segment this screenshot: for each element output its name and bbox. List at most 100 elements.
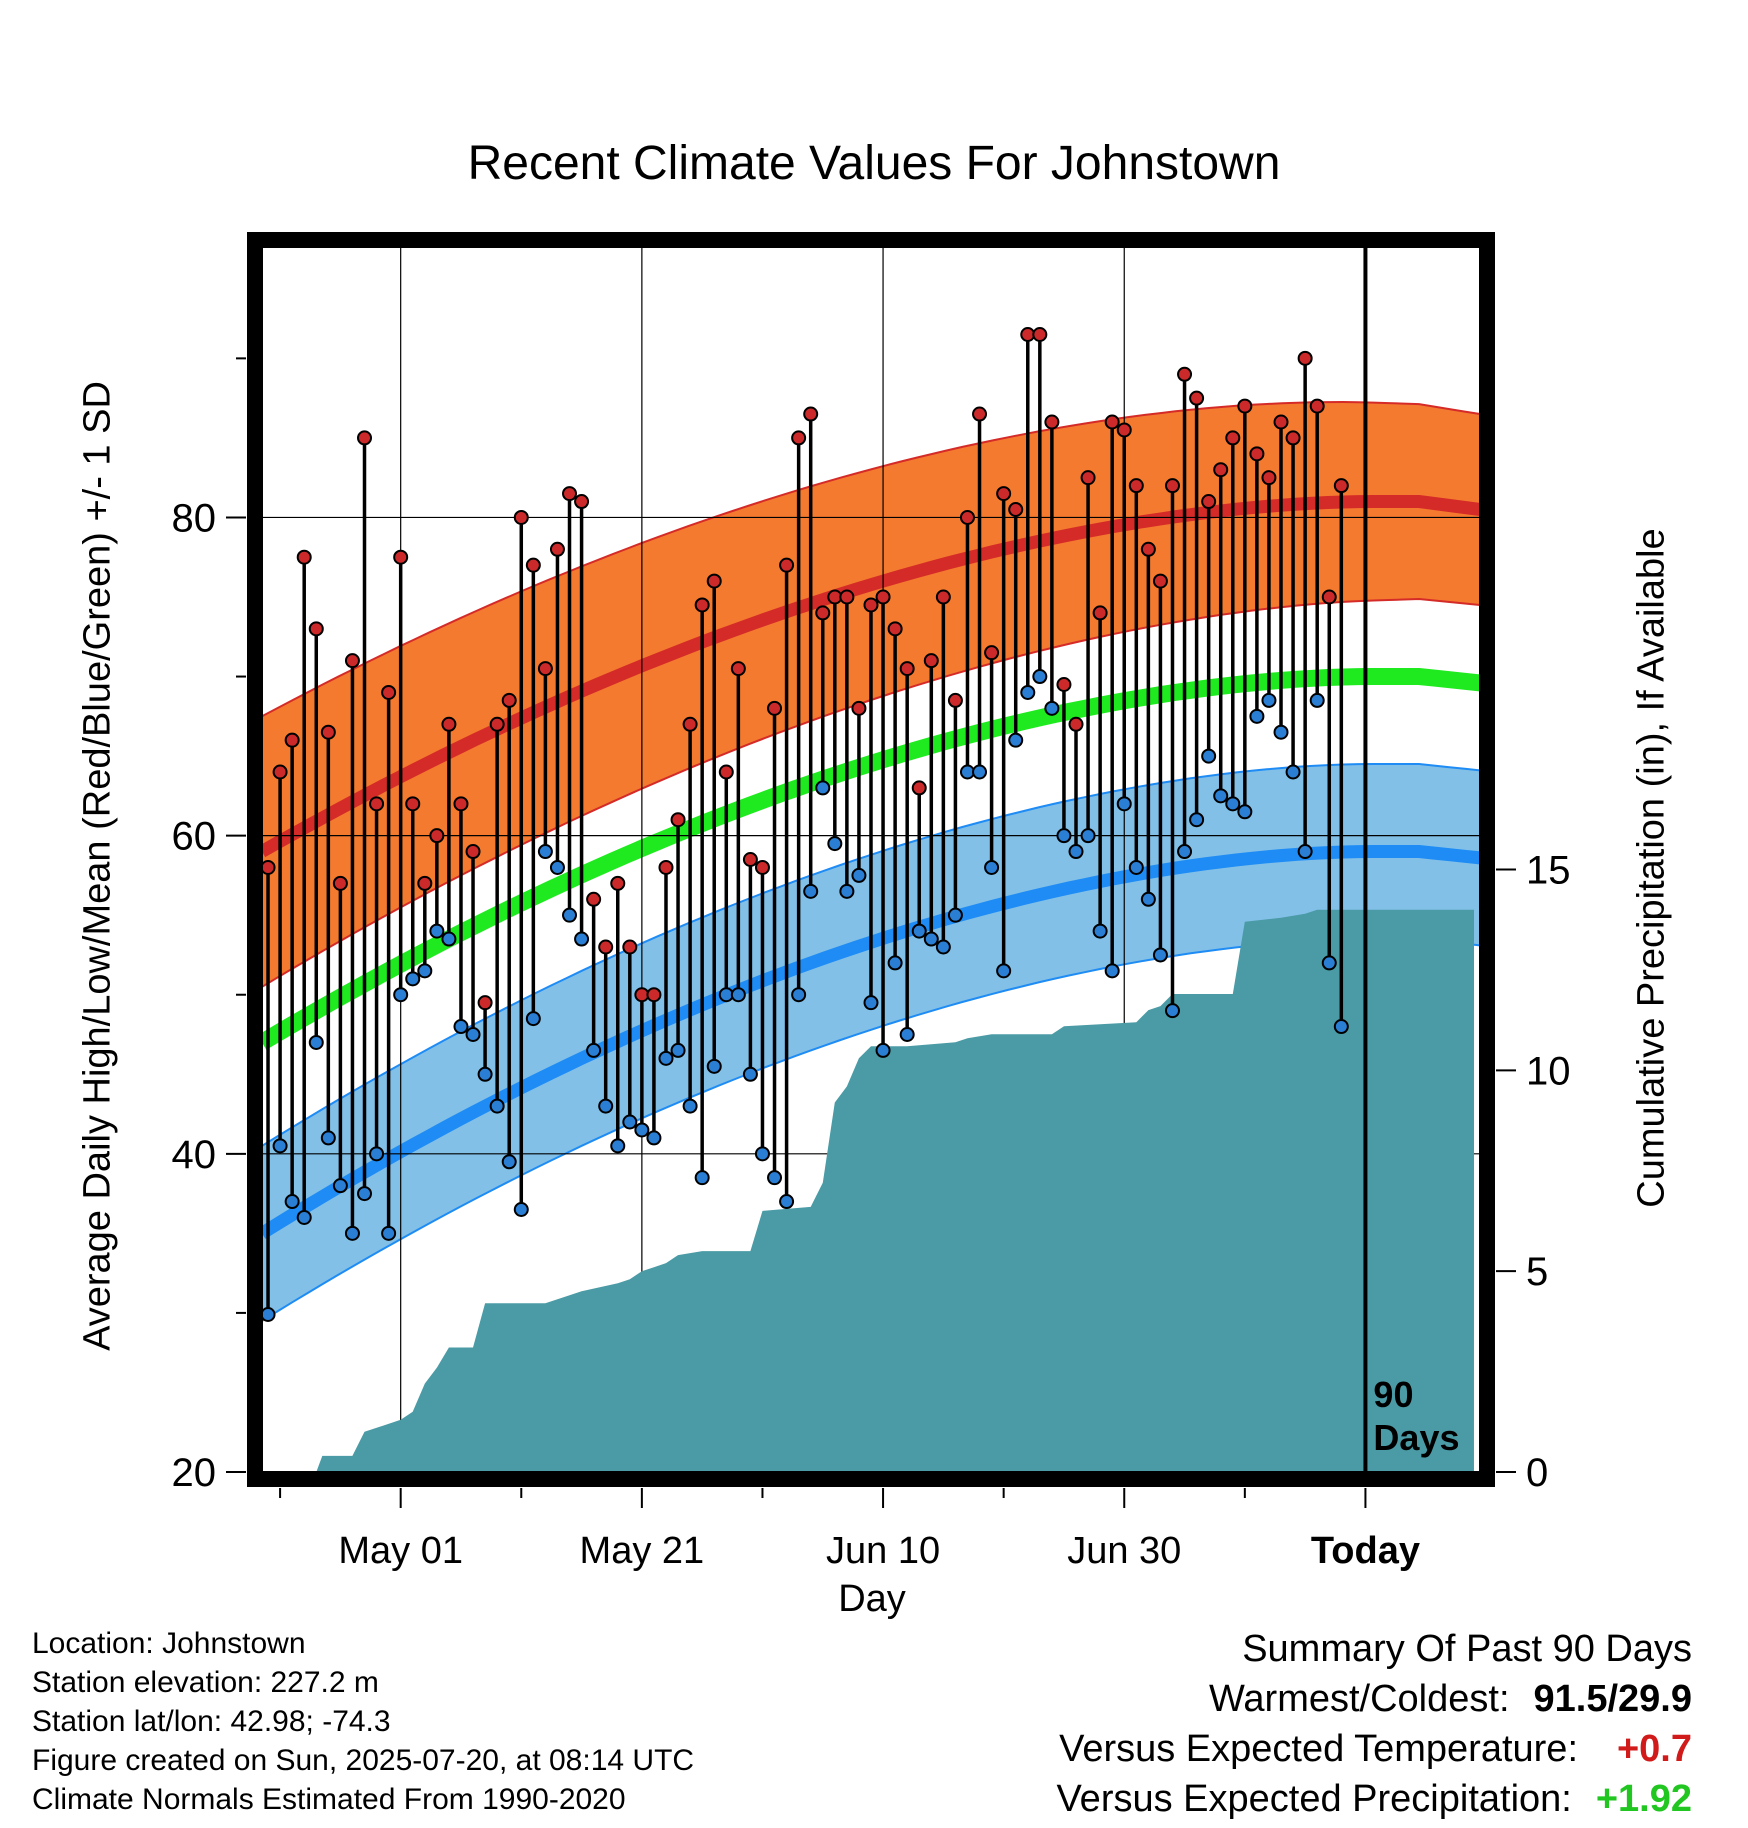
high-point [429,828,445,844]
low-point [1044,700,1060,716]
high-point [1213,462,1229,478]
high-point [357,430,373,446]
high-point [1177,366,1193,382]
high-point [754,859,770,875]
low-point [1152,947,1168,963]
summary-panel: Summary Of Past 90 Days Warmest/Coldest:… [1056,1624,1692,1824]
low-point [1020,684,1036,700]
low-point [1213,788,1229,804]
high-point [899,661,915,677]
low-point [332,1178,348,1194]
low-point [791,987,807,1003]
low-point [670,1042,686,1058]
plot-frame [247,232,1495,1487]
low-point [972,764,988,780]
low-point [911,923,927,939]
low-point [441,931,457,947]
x-tick-label: Jun 10 [826,1530,940,1572]
low-point [622,1114,638,1130]
high-point [332,875,348,891]
low-point [1080,828,1096,844]
low-point [1056,828,1072,844]
y2-tick-label: 15 [1526,849,1571,893]
low-point [525,1011,541,1027]
low-point [562,907,578,923]
x-tick-label: May 01 [338,1530,463,1572]
high-point [1285,430,1301,446]
high-point [1044,414,1060,430]
temp-label: Versus Expected Temperature: [1059,1728,1578,1770]
high-point [815,605,831,621]
temp-value: +0.7 [1616,1728,1692,1770]
low-point [767,1170,783,1186]
high-point [1309,398,1325,414]
high-point [477,995,493,1011]
low-point [754,1146,770,1162]
low-point [1104,963,1120,979]
high-point [381,684,397,700]
low-point [610,1138,626,1154]
precip-label: Versus Expected Precipitation: [1056,1778,1572,1820]
high-point [827,589,843,605]
high-point [1297,350,1313,366]
low-point [489,1098,505,1114]
high-point [393,549,409,565]
low-point [296,1209,312,1225]
high-point [706,573,722,589]
high-point [935,589,951,605]
observations-layer [260,327,1349,1322]
low-point [1068,844,1084,860]
low-point [887,955,903,971]
y2-tick-label: 5 [1526,1250,1548,1294]
low-point [1333,1019,1349,1035]
low-point [260,1307,276,1322]
high-point [1152,573,1168,589]
low-point [598,1098,614,1114]
low-point [1321,955,1337,971]
high-point [369,796,385,812]
high-point [320,724,336,740]
low-point [959,764,975,780]
low-point [779,1194,795,1210]
high-point [1056,677,1072,692]
low-point [730,987,746,1003]
precip-value: +1.92 [1595,1778,1692,1820]
high-point [441,716,457,732]
x-axis-label: Day [838,1578,906,1620]
low-point [1297,844,1313,860]
high-point [1321,589,1337,605]
high-point [308,621,324,637]
high-point [272,764,288,780]
low-point [839,883,855,899]
low-point [935,939,951,955]
high-normal-line [258,495,1481,858]
low-point [308,1034,324,1050]
high-point [996,486,1012,502]
low-point [1201,748,1217,764]
low-point [863,995,879,1011]
low-point [1116,796,1132,812]
low-point [682,1098,698,1114]
high-point [1092,605,1108,621]
y-tick-label: 20 [172,1451,217,1495]
y-tick-label: 60 [172,815,217,859]
low-point [1189,812,1205,828]
x-tick-label: Jun 30 [1067,1530,1181,1572]
low-point [586,1042,602,1058]
y-axis-label: Average Daily High/Low/Mean (Red/Blue/Gr… [76,381,119,1351]
low-point [1092,923,1108,939]
low-point [851,867,867,883]
high-point [1140,541,1156,557]
high-point [610,875,626,891]
low-point [357,1186,373,1202]
high-point [284,732,300,748]
precip-area [268,909,1474,1472]
low-point [923,931,939,947]
station-info: Location: Johnstown Station elevation: 2… [32,1624,694,1819]
high-point [791,430,807,446]
low-point [369,1146,385,1162]
low-point [1032,669,1048,685]
y-tick-label: 80 [172,496,217,540]
high-point [574,494,590,510]
low-point [513,1202,529,1217]
